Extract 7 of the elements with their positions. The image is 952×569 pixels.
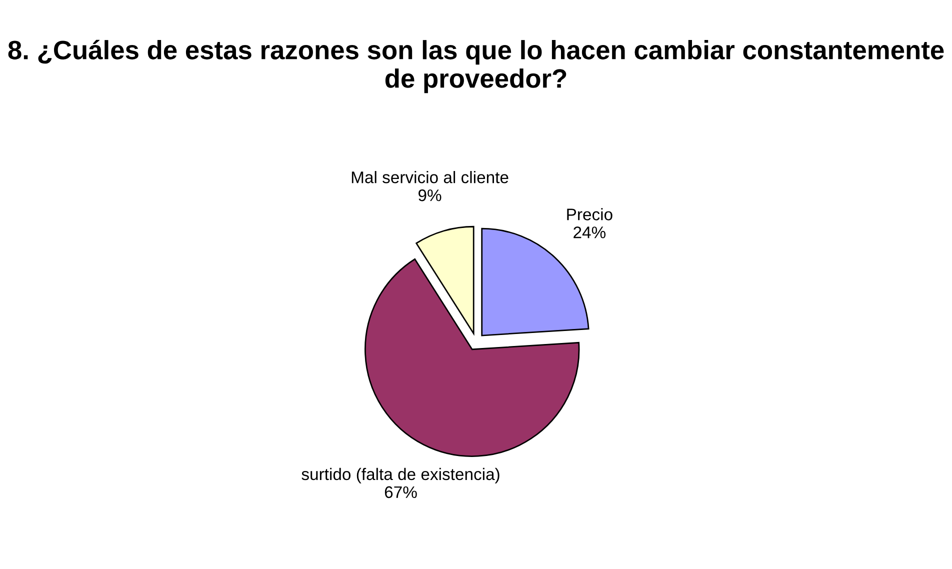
slice-label: surtido (falta de existencia) [302, 468, 500, 484]
chart-title: 8. ¿Cuáles de estas razones son las que lo hacen cambiar constantemente de proveedor? [8, 40, 944, 94]
slice-label: Precio [567, 208, 612, 220]
data-label: 24% [574, 226, 606, 238]
slice-label: Mal servicio al cliente [352, 171, 508, 184]
data-label: 67% [384, 486, 417, 498]
data-label: 9% [418, 189, 442, 202]
